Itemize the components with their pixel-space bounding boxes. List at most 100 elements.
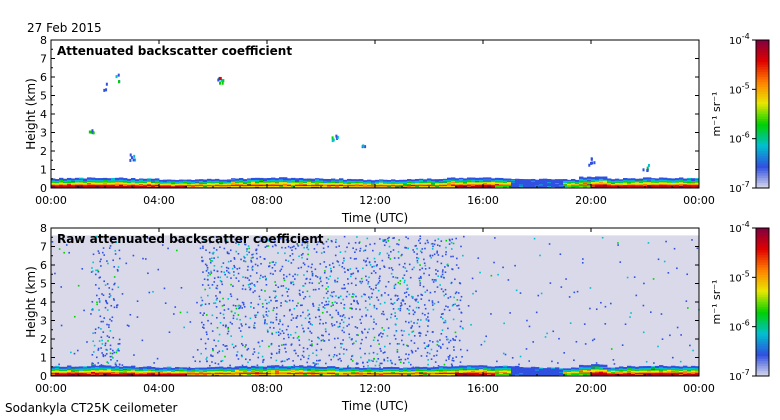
noise-pixel bbox=[415, 299, 417, 302]
noise-pixel bbox=[338, 353, 341, 355]
noise-pixel bbox=[283, 274, 285, 276]
noise-pixel bbox=[362, 250, 365, 252]
surface-layer-cell bbox=[259, 180, 264, 182]
noise-pixel bbox=[314, 316, 317, 319]
noise-pixel bbox=[222, 297, 224, 300]
noise-pixel bbox=[241, 288, 244, 290]
surface-layer-cell bbox=[211, 367, 216, 369]
surface-layer-cell bbox=[383, 374, 388, 376]
surface-layer-cell bbox=[67, 367, 72, 369]
surface-layer-cell bbox=[463, 182, 468, 184]
noise-pixel bbox=[274, 270, 277, 272]
surface-layer-cell bbox=[307, 183, 312, 185]
noise-pixel bbox=[440, 313, 443, 316]
surface-layer-cell bbox=[131, 372, 136, 374]
surface-layer-cell bbox=[311, 373, 316, 375]
noise-pixel bbox=[331, 316, 333, 319]
surface-layer-cell bbox=[399, 368, 404, 370]
noise-pixel bbox=[372, 288, 375, 291]
surface-layer-cell bbox=[603, 180, 608, 182]
noise-pixel bbox=[421, 248, 424, 250]
surface-layer-cell bbox=[187, 181, 192, 183]
surface-layer-cell bbox=[239, 184, 244, 186]
surface-layer-cell bbox=[443, 186, 448, 188]
surface-layer-cell bbox=[555, 182, 560, 184]
noise-pixel bbox=[388, 267, 391, 269]
surface-layer-cell bbox=[355, 371, 360, 373]
surface-layer-cell bbox=[359, 374, 364, 376]
surface-layer-cell bbox=[335, 369, 340, 371]
surface-layer-cell bbox=[167, 183, 172, 185]
noise-pixel bbox=[355, 284, 357, 287]
noise-pixel bbox=[479, 271, 481, 274]
surface-layer-cell bbox=[319, 181, 324, 183]
surface-layer-cell bbox=[551, 180, 556, 182]
surface-layer-cell bbox=[575, 180, 580, 182]
surface-layer-cell bbox=[323, 371, 328, 373]
noise-pixel bbox=[91, 301, 94, 303]
noise-pixel bbox=[299, 294, 301, 296]
noise-pixel bbox=[451, 268, 453, 270]
panel-1: Attenuated backscatter coefficient012345… bbox=[24, 34, 715, 225]
noise-pixel bbox=[436, 350, 439, 352]
noise-pixel bbox=[114, 362, 117, 364]
surface-layer-cell bbox=[419, 367, 424, 369]
surface-layer-cell bbox=[667, 183, 672, 186]
noise-pixel bbox=[582, 258, 584, 260]
surface-layer-cell bbox=[79, 372, 84, 375]
surface-layer-cell bbox=[71, 180, 76, 183]
surface-layer-cell bbox=[311, 370, 316, 372]
surface-layer-cell bbox=[171, 370, 176, 372]
surface-layer-cell bbox=[131, 179, 136, 181]
noise-pixel bbox=[239, 318, 241, 321]
surface-layer-cell bbox=[123, 368, 128, 370]
noise-pixel bbox=[403, 330, 405, 332]
echo-cell bbox=[105, 88, 108, 92]
surface-layer-cell bbox=[371, 374, 376, 376]
noise-pixel bbox=[215, 299, 218, 301]
surface-layer-cell bbox=[303, 370, 308, 372]
noise-pixel bbox=[306, 347, 309, 350]
noise-pixel bbox=[95, 269, 97, 272]
surface-layer-cell bbox=[71, 372, 76, 374]
surface-layer-cell bbox=[91, 374, 96, 376]
noise-pixel bbox=[330, 305, 333, 307]
surface-layer-cell bbox=[255, 372, 260, 375]
surface-layer-cell bbox=[167, 182, 172, 184]
surface-layer-cell bbox=[319, 184, 324, 187]
surface-layer-cell bbox=[123, 367, 128, 370]
surface-layer-cell bbox=[279, 185, 284, 187]
noise-pixel bbox=[207, 274, 209, 277]
noise-pixel bbox=[141, 339, 144, 342]
noise-pixel bbox=[442, 290, 445, 293]
surface-layer-cell bbox=[55, 185, 60, 187]
surface-layer-cell bbox=[119, 369, 124, 371]
surface-layer-cell bbox=[343, 179, 348, 181]
noise-pixel bbox=[81, 241, 83, 244]
noise-pixel bbox=[105, 348, 108, 351]
noise-pixel bbox=[249, 275, 252, 277]
surface-layer-cell bbox=[603, 181, 608, 183]
surface-layer-cell bbox=[163, 372, 168, 374]
noise-pixel bbox=[400, 358, 402, 361]
surface-layer-cell bbox=[351, 369, 356, 371]
surface-layer-cell bbox=[327, 183, 332, 185]
surface-layer-cell bbox=[255, 184, 260, 186]
noise-pixel bbox=[319, 276, 322, 279]
surface-layer-cell bbox=[279, 370, 284, 372]
noise-pixel bbox=[345, 295, 348, 298]
surface-layer-cell bbox=[255, 182, 260, 185]
surface-layer-cell bbox=[203, 180, 208, 182]
surface-layer-cell bbox=[295, 368, 300, 370]
noise-pixel bbox=[436, 260, 439, 263]
noise-pixel bbox=[364, 293, 366, 296]
surface-layer-cell bbox=[267, 185, 272, 187]
surface-layer-cell bbox=[399, 184, 404, 186]
noise-pixel bbox=[161, 244, 164, 246]
surface-layer-cell bbox=[111, 186, 116, 188]
surface-layer-cell bbox=[627, 178, 632, 180]
surface-layer-cell bbox=[503, 183, 508, 185]
surface-layer-cell bbox=[435, 182, 440, 184]
noise-pixel bbox=[387, 256, 390, 259]
surface-layer-cell bbox=[75, 373, 80, 375]
